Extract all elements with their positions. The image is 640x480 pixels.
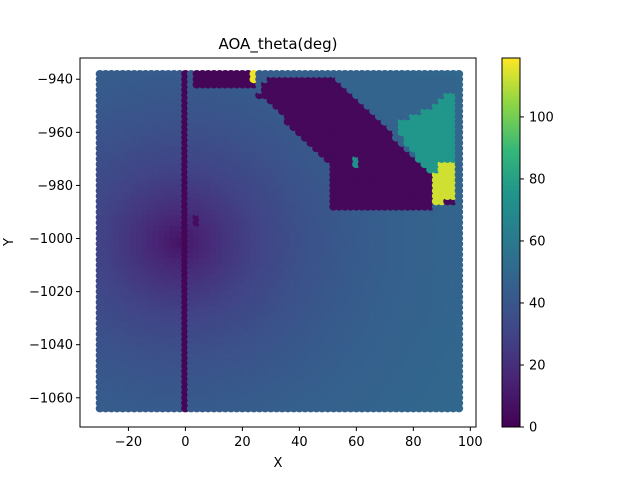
colorbar-tick-label: 0 (529, 421, 537, 436)
y-tick-label: −1020 (29, 285, 73, 300)
colorbar-tick-label: 100 (529, 110, 554, 125)
colorbar-tick-label: 60 (529, 234, 546, 249)
plot-area (79, 57, 477, 428)
y-tick-label: −1040 (29, 338, 73, 353)
x-tick-label: 40 (291, 435, 308, 450)
colorbar-tick-label: 20 (529, 358, 546, 373)
y-tick-label: −1000 (29, 232, 73, 247)
x-tick-label: 100 (458, 435, 483, 450)
x-tick-label: 20 (234, 435, 251, 450)
y-tick-label: −1060 (29, 391, 73, 406)
heatmap-cell (454, 69, 464, 78)
chart-title: AOA_theta(deg) (219, 35, 338, 54)
colorbar-gradient (502, 58, 520, 427)
colorbar-ticks: 0 20 40 60 80 100 (520, 110, 554, 436)
y-axis-label: Y (2, 238, 17, 247)
colorbar-tick-label: 40 (529, 296, 546, 311)
x-tick-label: −20 (115, 435, 142, 450)
x-axis-label: X (274, 456, 283, 471)
plot-frame (79, 57, 477, 428)
x-axis: −20 0 20 40 60 80 100 (115, 427, 483, 450)
x-tick-label: 0 (181, 435, 189, 450)
colorbar-frame (501, 57, 521, 428)
heatmap-cells (95, 69, 464, 413)
x-tick-label: 60 (348, 435, 365, 450)
colorbar: 0 20 40 60 80 100 (501, 57, 554, 436)
colorbar-tick-label: 80 (529, 172, 546, 187)
y-tick-label: −980 (37, 179, 73, 194)
y-tick-label: −940 (37, 73, 73, 88)
y-tick-label: −960 (37, 126, 73, 141)
y-axis: −940 −960 −980 −1000 −1020 −1040 −1060 (29, 73, 80, 406)
x-tick-label: 80 (405, 435, 422, 450)
